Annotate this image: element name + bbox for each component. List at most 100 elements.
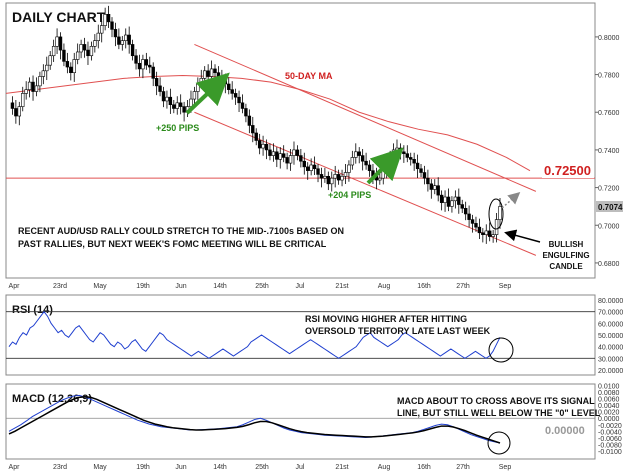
candle-down: [285, 157, 289, 164]
macd-y-tick-label: 0.0040: [598, 403, 620, 410]
candle-down: [240, 102, 245, 109]
x-tick-label-top: 25th: [255, 283, 269, 290]
price-y-ticks: 0.8000 0.7800 0.7600 0.7400 0.7200 0.7000 0.68…: [595, 35, 620, 268]
x-tick-label-top: May: [93, 283, 107, 290]
candle-up: [196, 83, 200, 92]
candle-down: [106, 14, 111, 23]
channel-upper-line: [194, 43, 537, 192]
rsi-y-tick-label: 50.0000: [598, 333, 623, 340]
macd-y-ticks: 0.01000.00800.00600.00400.00200.0000-0.0…: [598, 384, 622, 456]
rsi-panel: [5, 294, 596, 376]
candle-down: [168, 96, 173, 106]
candle-down: [158, 85, 162, 92]
candle-down: [319, 174, 324, 179]
candle-up: [96, 32, 100, 41]
candle-down: [161, 91, 166, 102]
candle-down: [62, 49, 66, 62]
candle-up: [34, 85, 39, 92]
candle-up: [124, 34, 128, 41]
candle-up: [271, 151, 276, 156]
candle-down: [295, 149, 300, 156]
price-y-tick-label: 0.8000: [598, 35, 620, 42]
price-y-tick-label: 0.7000: [598, 223, 620, 230]
ma-label: 50-DAY MA: [285, 71, 333, 81]
x-tick-label-top: 16th: [417, 283, 431, 290]
candle-down: [14, 108, 18, 117]
candle-down: [457, 196, 461, 205]
candle-down: [86, 49, 90, 57]
candle-up: [17, 106, 22, 117]
x-tick-label-bottom: Aug: [378, 464, 391, 471]
candle-up: [347, 164, 351, 173]
candle-down: [312, 164, 317, 170]
price-y-tick-label: 0.7400: [598, 148, 620, 155]
candle-up: [484, 230, 488, 235]
candle-down: [467, 213, 471, 220]
candle-down: [429, 183, 434, 190]
candle-up: [350, 157, 355, 166]
candle-up: [27, 81, 32, 90]
macd-note-line-1: MACD ABOUT TO CROSS ABOVE ITS SIGNAL: [397, 396, 595, 406]
rally-label-1: +250 PIPS: [156, 123, 199, 133]
candle-down: [470, 219, 475, 224]
candle-down: [257, 140, 262, 149]
candle-down: [134, 55, 138, 64]
projection-arrow: [501, 192, 521, 209]
candle-up: [343, 172, 348, 177]
candle-down: [412, 159, 416, 164]
x-tick-label-bottom: 19th: [136, 464, 150, 471]
rsi-y-tick-label: 20.0000: [598, 368, 623, 375]
candle-down: [237, 96, 241, 104]
level-label: 0.72500: [544, 163, 591, 178]
candle-down: [230, 89, 234, 94]
rsi-line: [8, 310, 501, 359]
candle-up: [203, 70, 207, 79]
candle-down: [426, 177, 430, 185]
candle-up: [450, 200, 454, 207]
x-tick-label-bottom: Apr: [9, 464, 21, 471]
candle-up: [89, 46, 94, 57]
rsi-note-line-1: RSI MOVING HIGHER AFTER HITTING: [305, 314, 467, 324]
candle-down: [130, 44, 135, 57]
x-tick-label-top: Jul: [296, 283, 305, 290]
engulfing-highlight: [488, 198, 504, 230]
macd-y-tick-label: -0.0100: [598, 449, 622, 456]
candle-down: [415, 162, 420, 170]
x-tick-label-top: Aug: [378, 283, 391, 290]
candle-up: [333, 174, 337, 179]
candle-down: [487, 230, 492, 237]
price-chart-title: DAILY CHART: [12, 9, 106, 25]
candle-down: [244, 108, 248, 117]
macd-y-tick-label: 0.0060: [598, 397, 620, 404]
candle-up: [41, 70, 46, 77]
candle-down: [405, 153, 409, 158]
candle-up: [340, 175, 344, 181]
x-axis-labels: Apr Apr 23rd 23rd May May 19th 19th Jun Jun 14th 14…: [9, 283, 512, 471]
candle-down: [172, 104, 176, 109]
candle-down: [251, 125, 255, 134]
candle-up: [199, 78, 203, 85]
rsi-y-tick-label: 30.0000: [598, 356, 623, 363]
candle-down: [326, 175, 331, 185]
candle-down: [306, 166, 310, 171]
candle-down: [110, 21, 114, 30]
macd-y-tick-label: -0.0020: [598, 423, 622, 430]
candle-up: [261, 143, 265, 149]
rally-arrow-2: [366, 147, 404, 185]
macd-panel: [5, 383, 596, 460]
candle-down: [357, 151, 361, 156]
candle-down: [299, 155, 303, 162]
candle-down: [233, 93, 238, 98]
rsi-y-tick-label: 60.0000: [598, 321, 623, 328]
candle-up: [120, 40, 125, 45]
rsi-y-tick-label: 80.0000: [598, 298, 623, 305]
macd-highlight: [487, 431, 511, 455]
x-tick-label-top: Sep: [499, 283, 512, 290]
candle-down: [419, 168, 423, 173]
rsi-y-tick-label: 70.0000: [598, 310, 623, 317]
x-tick-label-bottom: 14th: [213, 464, 227, 471]
candle-up: [378, 177, 382, 181]
candle-down: [367, 164, 372, 171]
candle-up: [323, 175, 327, 179]
candle-up: [381, 170, 385, 179]
